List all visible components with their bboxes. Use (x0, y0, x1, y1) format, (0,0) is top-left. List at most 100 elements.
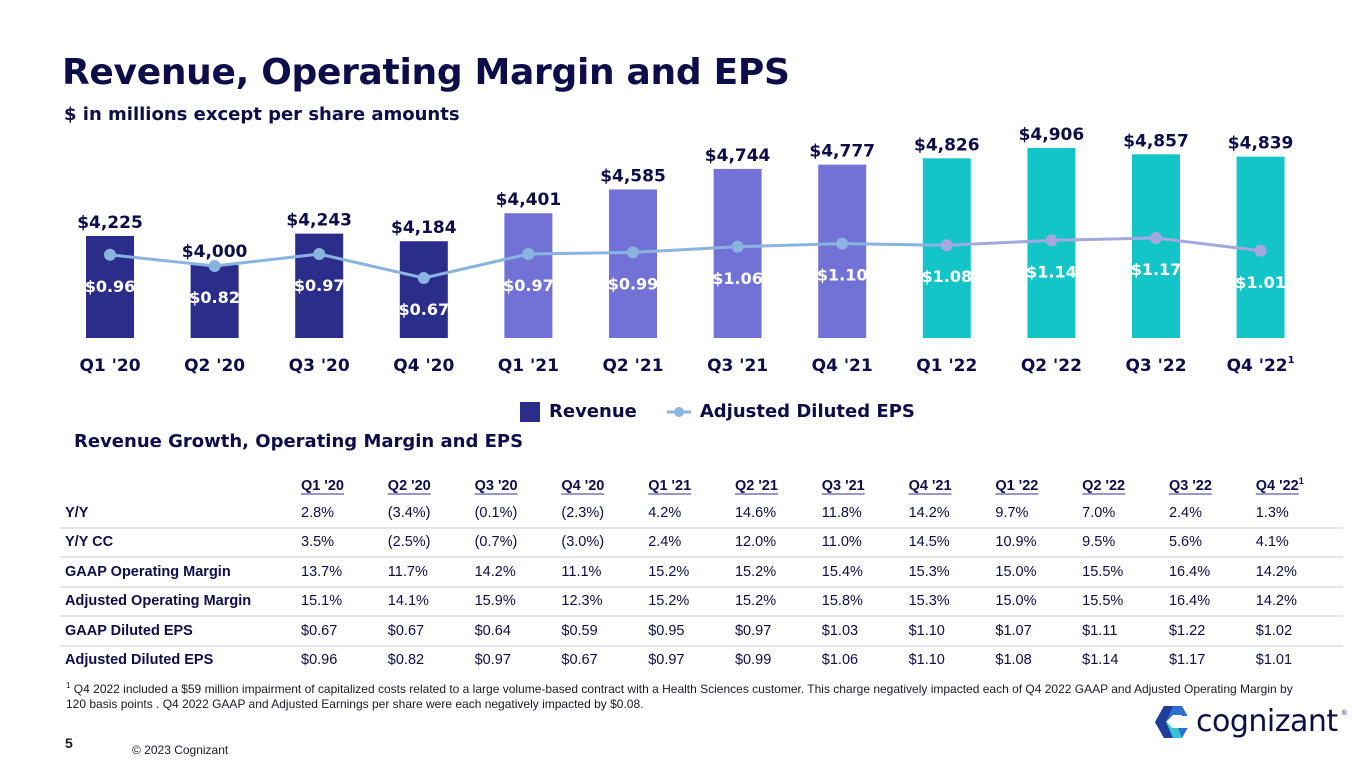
table-title: Revenue Growth, Operating Margin and EPS (74, 431, 524, 452)
table-header-cell: Q4 '21 (908, 478, 952, 494)
table-row: GAAP Diluted EPS $0.67 $0.67 $0.64 $0.59 $0.9… (60, 616, 1343, 647)
x-axis-tick-label: Q2 '20 (184, 356, 245, 376)
table-cell: (3.0%) (561, 527, 649, 558)
revenue-bar (818, 164, 867, 338)
table-cell: $0.95 (648, 616, 735, 647)
eps-line-segment (737, 242, 843, 249)
table-cell: 14.2% (1255, 557, 1343, 588)
revenue-data-label: $4,184 (391, 218, 457, 238)
eps-data-point (104, 248, 116, 261)
page-subtitle: $ in millions except per share amounts (64, 104, 460, 125)
table-row-label: Y/Y CC (60, 527, 301, 558)
eps-data-label: $1.06 (712, 269, 763, 288)
revenue-eps-chart: $4,225 $0.96 Q1 '20 $4,000 $0.82 Q2 '20 $4,243… (77, 125, 1294, 376)
table-cell: 10.9% (995, 527, 1083, 558)
eps-data-point (1150, 232, 1162, 244)
logo-wordmark: cognizant (1196, 704, 1338, 739)
table-cell: $1.14 (1082, 652, 1119, 669)
table-header-cell: Q2 '21 (734, 478, 778, 494)
table-cell: 2.4% (1168, 499, 1256, 529)
table-row-label: Adjusted Diluted EPS (65, 652, 214, 669)
table-cell: 11.1% (561, 557, 649, 588)
x-axis-tick-label: Q1 '21 (498, 356, 559, 376)
revenue-data-label: $4,000 (182, 242, 248, 262)
chart-labels: $4,225 $0.96 Q1 '20 $4,000 $0.82 Q2 '20 $4,243… (77, 125, 1294, 376)
table-cell: $0.97 (474, 652, 511, 669)
revenue-data-label: $4,401 (496, 190, 562, 210)
cognizant-logo: cognizant ® (1154, 704, 1347, 739)
eps-line-segment (109, 253, 215, 268)
table-cell: 16.4% (1168, 557, 1256, 588)
metrics-table: Q1 '20 Q2 '20 Q3 '20 Q4 '20 Q1 '21 Q2 '2… (60, 470, 1343, 674)
table-cell: (3.4%) (387, 499, 475, 529)
table-cell: 2.8% (301, 499, 388, 529)
eps-line-segment (214, 252, 320, 268)
revenue-data-label: $4,826 (914, 135, 980, 155)
eps-line-segment (1051, 236, 1157, 242)
table-cell: 15.5% (1082, 557, 1169, 588)
table-cell: 15.8% (821, 586, 909, 617)
eps-data-point (208, 260, 221, 272)
x-axis-tick-label: Q4 '21 (812, 356, 873, 376)
table-cell: 15.2% (648, 557, 735, 588)
eps-data-label: $1.10 (817, 266, 868, 285)
table-cell: 7.0% (1082, 499, 1169, 529)
table-cell: 15.0% (995, 557, 1083, 588)
legend-eps-line-marker-icon (666, 406, 691, 417)
eps-line-segment (528, 250, 634, 256)
table-cell: $0.67 (301, 616, 388, 647)
table-cell: 14.2% (474, 557, 562, 588)
table-row: Y/Y CC 3.5% (2.5%) (0.7%) (3.0%) 2.4% 12.0% 11.… (60, 527, 1343, 558)
eps-data-label: $0.67 (398, 300, 449, 319)
revenue-bar (1132, 154, 1180, 338)
table-cell: 12.3% (561, 586, 649, 617)
table-cell: 15.3% (908, 557, 996, 588)
table-cell: 12.0% (734, 527, 822, 558)
table-cell: 13.7% (301, 557, 388, 588)
x-axis-tick-label: Q4 '221 (1227, 355, 1295, 376)
eps-data-point (417, 272, 430, 284)
table-header-cell: Q1 '22 (995, 478, 1039, 494)
eps-data-point (1254, 244, 1267, 257)
table-row: Adjusted Operating Margin 15.1% 14.1% 15.9%… (60, 586, 1343, 617)
table-cell: 15.2% (734, 557, 822, 588)
table-cell: 9.5% (1082, 527, 1169, 558)
table-cell: (2.3%) (561, 499, 649, 529)
legend-eps-label: Adjusted Diluted EPS (699, 401, 915, 422)
eps-data-label: $0.97 (503, 276, 554, 295)
table-cell: $1.07 (995, 616, 1083, 647)
revenue-data-label: $4,243 (286, 211, 352, 231)
revenue-data-label: $4,906 (1019, 125, 1085, 145)
table-row-label: GAAP Diluted EPS (60, 616, 301, 647)
copyright-text: © 2023 Cognizant (132, 743, 229, 757)
page-title: Revenue, Operating Margin and EPS (62, 52, 790, 93)
revenue-bar (190, 265, 239, 338)
revenue-data-label: $4,857 (1123, 131, 1189, 151)
table-cell: $1.10 (908, 652, 945, 669)
table-cell: $1.08 (995, 652, 1032, 669)
table-header-cell: Q2 '22 (1082, 478, 1126, 494)
eps-data-point (940, 239, 953, 252)
legend-revenue-label: Revenue (549, 401, 637, 422)
table-cell: 15.2% (734, 586, 822, 617)
eps-data-label: $0.99 (608, 274, 659, 293)
revenue-bars (86, 148, 1285, 338)
table-cell: 1.3% (1255, 499, 1343, 529)
cognizant-hexagon-icon (1155, 705, 1191, 738)
revenue-data-label: $4,225 (77, 213, 143, 233)
table-cell: 14.5% (908, 527, 996, 558)
table-row: GAAP Operating Margin 13.7% 11.7% 14.2% 11.1… (60, 557, 1343, 588)
revenue-data-label: $4,585 (600, 166, 666, 186)
eps-data-label: $0.96 (85, 277, 136, 296)
eps-line-segment (632, 245, 738, 254)
table-cell: 11.8% (821, 499, 909, 529)
table-header-cell: Q1 '21 (648, 478, 692, 494)
table-row-label: GAAP Operating Margin (60, 557, 301, 588)
tick-footnote-mark: 1 (1288, 355, 1295, 366)
table-header-cell: Q3 '21 (821, 478, 865, 494)
x-axis-tick-label: Q2 '21 (602, 356, 663, 376)
table-cell: 15.4% (821, 557, 909, 588)
table-cell: 15.0% (995, 586, 1083, 617)
eps-data-point (313, 248, 326, 260)
table-cell: $0.96 (301, 652, 338, 669)
